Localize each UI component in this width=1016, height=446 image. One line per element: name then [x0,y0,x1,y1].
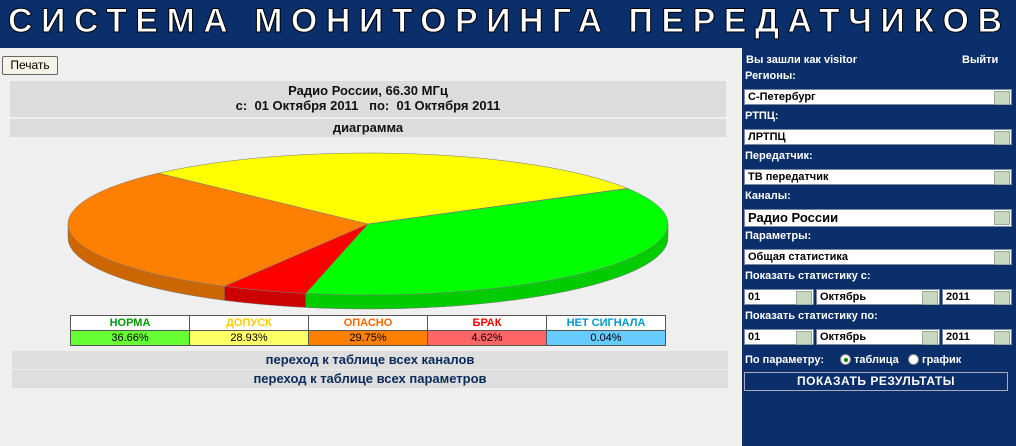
field-label: Каналы: [745,190,791,202]
pie-slice [367,188,629,225]
dropdown[interactable]: Октябрь [816,289,940,305]
pie-slice [158,152,629,225]
submit-button[interactable]: ПОКАЗАТЬ РЕЗУЛЬТАТЫ [744,372,1008,391]
dropdown[interactable]: Октябрь [816,329,940,345]
pie-slice [67,172,369,287]
field-label: Параметры: [745,230,812,242]
field-label: Регионы: [745,70,796,82]
dropdown-arrow [922,331,938,345]
station: Радио России, 66.30 МГц [288,83,448,98]
pie-chart [67,152,669,310]
dropdown[interactable]: ЛРТПЦ [744,129,1012,145]
dropdown[interactable]: Общая статистика [744,249,1012,265]
radio-dot [844,358,848,362]
legend-label: БРАК [427,315,547,331]
dropdown-arrow [994,331,1010,345]
field-label: Показать статистику с: [745,270,871,282]
dropdown[interactable]: Радио России [744,209,1012,227]
legend-label: ОПАСНО [308,315,428,331]
dropdown-arrow [922,291,938,305]
dropdown-arrow [994,291,1010,305]
dropdown[interactable]: 01 [744,289,814,305]
link[interactable]: переход к таблице всех параметров [12,370,728,388]
dropdown-arrow [994,211,1010,225]
legend-label: ДОПУСК [189,315,309,331]
legend-value: 0.04% [546,330,666,346]
legend-value: 29.75% [308,330,428,346]
radio[interactable] [840,354,851,365]
dropdown-arrow [994,131,1010,145]
dropdown[interactable]: С-Петербург [744,89,1012,105]
dropdown-arrow [796,291,812,305]
field-label: Показать статистику по: [745,310,878,322]
print-button[interactable]: Печать [2,56,58,75]
header-bg [0,0,1016,48]
legend-value-row: 36.66% 28.93% 29.75% 4.62% 0.04% [70,330,666,346]
dropdown[interactable]: 2011 [942,329,1012,345]
radio[interactable] [908,354,919,365]
legend-value: 4.62% [427,330,547,346]
legend-table: НОРМА ДОПУСК ОПАСНО БРАК НЕТ СИГНАЛА 36.66% 2… [70,315,666,346]
dropdown[interactable]: 2011 [942,289,1012,305]
logout[interactable]: Выйти [962,54,999,66]
legend-value: 28.93% [189,330,309,346]
period: с: 01 Октября 2011 по: 01 Октября 2011 [235,98,501,113]
radio-label: таблица [854,354,899,366]
pie-slice [305,188,669,296]
legend-header-row: НОРМА ДОПУСК ОПАСНО БРАК НЕТ СИГНАЛА [70,315,666,331]
dropdown-arrow [796,331,812,345]
legend-label: НОРМА [70,315,190,331]
sidebar: Вы зашли как visitor Выйти Регионы: С-Пет… [742,48,1016,446]
legend-value: 36.66% [70,330,190,346]
dropdown[interactable]: 01 [744,329,814,345]
legend-label: НЕТ СИГНАЛА [546,315,666,331]
radio-label: график [922,354,962,366]
dropdown-arrow [994,171,1010,185]
dropdown-arrow [994,251,1010,265]
dropdown[interactable]: ТВ передатчик [744,169,1012,185]
report-header: Радио России, 66.30 МГц с: 01 Октября 20… [10,81,726,117]
link[interactable]: переход к таблице всех каналов [12,351,728,369]
mode-label: По параметру: [745,354,824,366]
field-label: Передатчик: [745,150,813,162]
field-label: РТПЦ: [745,110,779,122]
chart-title: диаграмма [10,119,726,137]
header: СИСТЕМА МОНИТОРИНГА ПЕРЕДАТЧИКОВ [0,0,1016,48]
dropdown-arrow [994,91,1010,105]
site-title: СИСТЕМА МОНИТОРИНГА ПЕРЕДАТЧИКОВ [8,2,1002,40]
user-info: Вы зашли как visitor [746,54,858,66]
